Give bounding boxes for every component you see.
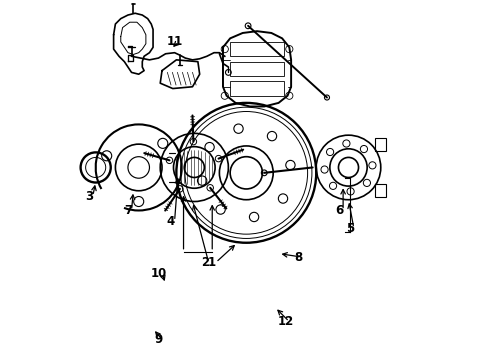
Bar (375, 184, 386, 197)
Bar (375, 138, 386, 150)
Text: 9: 9 (154, 333, 162, 346)
Bar (230, 42, 284, 56)
Text: 10: 10 (150, 267, 166, 280)
Text: 12: 12 (277, 315, 293, 328)
Text: 3: 3 (85, 190, 93, 203)
Text: 5: 5 (346, 222, 354, 235)
Bar (230, 62, 284, 76)
Text: 7: 7 (123, 204, 132, 217)
Text: 2: 2 (201, 256, 209, 269)
Bar (230, 81, 284, 96)
Text: 6: 6 (335, 204, 343, 217)
Text: 8: 8 (294, 251, 302, 264)
Text: 11: 11 (166, 35, 183, 49)
Text: 1: 1 (208, 256, 216, 269)
Text: 4: 4 (166, 215, 175, 228)
